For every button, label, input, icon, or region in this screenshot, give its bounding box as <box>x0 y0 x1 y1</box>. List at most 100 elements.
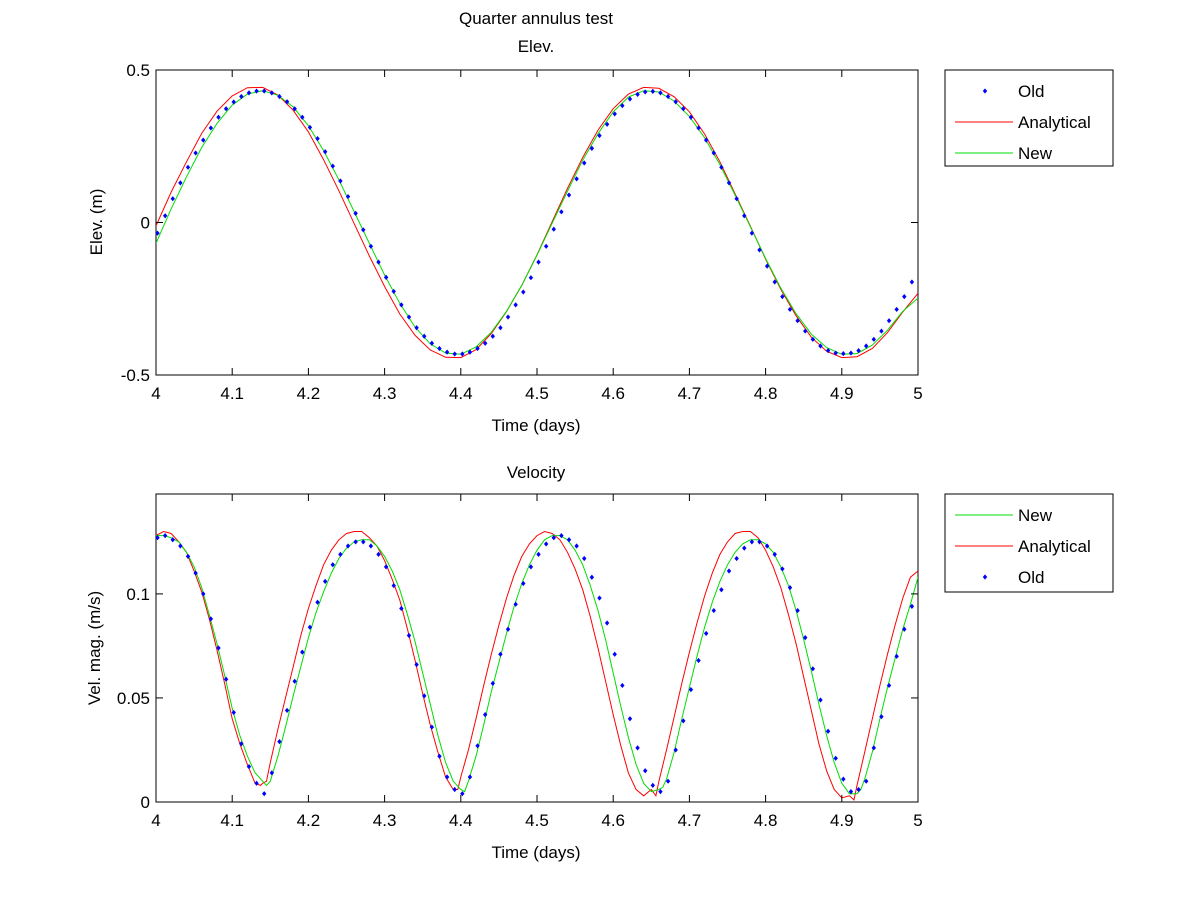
velocity-series-old-point <box>170 537 175 543</box>
elevation-series-old-point <box>658 90 663 96</box>
velocity-series-old-point <box>429 724 435 730</box>
velocity-series-old-point <box>742 545 747 551</box>
velocity-series-old-point <box>658 788 663 795</box>
velocity-series-old-point <box>772 551 777 557</box>
elevation-series-old-point <box>437 345 442 352</box>
velocity-series-old-point <box>711 607 716 614</box>
velocity-series-old-point <box>551 535 556 541</box>
velocity-series-old-point <box>803 634 808 641</box>
elevation-series-old-point <box>277 93 282 100</box>
elevation-series-old-point <box>361 227 366 233</box>
elevation-series-old-point <box>254 88 259 94</box>
velocity-series-old-point <box>833 755 838 761</box>
velocity-series-old-point <box>399 605 404 612</box>
elevation-legend-analytical-label: Analytical <box>1018 113 1091 132</box>
velocity-series-old-point <box>795 607 800 614</box>
elevation-series-old-point <box>482 340 488 346</box>
elevation-series-old-point <box>269 90 275 96</box>
velocity-series-old-point <box>467 774 473 780</box>
velocity-series-old-point <box>604 620 610 626</box>
elevation-legend-new-label: New <box>1018 144 1053 163</box>
elevation-series-old-point <box>452 351 457 357</box>
elevation-series-old-point <box>521 289 526 295</box>
elevation-series-old-point <box>749 230 755 236</box>
velocity-series-old-point <box>688 687 694 693</box>
elevation-series-old-point <box>795 318 800 324</box>
elevation-series-old-point <box>589 145 595 151</box>
velocity-series-old-point <box>665 778 671 784</box>
elevation-ytick-label: 0.5 <box>126 61 150 80</box>
elevation-series-old-point <box>620 103 625 109</box>
velocity-series-old-point <box>818 697 823 703</box>
velocity-series-old-point <box>635 745 640 751</box>
elevation-series-old-point <box>208 125 214 131</box>
elevation-series-old-point <box>383 274 389 280</box>
velocity-series-old-point <box>391 582 396 589</box>
elevation-series-old-point <box>582 160 587 166</box>
velocity-series-old-point <box>216 645 221 651</box>
velocity-series-old-point <box>673 747 678 753</box>
velocity-series-old-point <box>178 543 183 549</box>
elevation-series-old-point <box>696 125 701 131</box>
elevation-xtick-label: 4.6 <box>601 384 625 403</box>
elevation-xtick-label: 4.9 <box>830 384 854 403</box>
velocity-series-old-point <box>856 786 861 793</box>
elevation-series-old-point <box>719 164 724 170</box>
velocity-series-old-point <box>574 543 579 549</box>
velocity-series-old-point <box>703 630 709 637</box>
elevation-legend: Old Analytical New <box>944 69 1114 167</box>
velocity-series-old-point <box>353 539 358 545</box>
elevation-series-old-point <box>833 350 838 356</box>
elevation-series-old-point <box>688 114 694 120</box>
elevation-series-old-point <box>223 106 229 112</box>
elevation-series-old-point <box>345 193 351 200</box>
elevation-series-old-point <box>262 88 267 94</box>
velocity-series-old-point <box>254 780 259 786</box>
figure-suptitle: Quarter annulus test <box>459 9 613 28</box>
elevation-series-old-point <box>643 89 648 95</box>
velocity-series-old-point <box>208 616 214 622</box>
elevation-series-old-point <box>597 132 602 139</box>
velocity-ytick-label: 0 <box>141 793 150 812</box>
elevation-series-old-point <box>711 150 716 156</box>
velocity-series-old-point <box>223 676 229 682</box>
velocity-series-old-point <box>780 566 785 572</box>
velocity-series-old-point <box>719 587 724 593</box>
elevation-series-old-point <box>414 325 419 331</box>
elevation-series-old-point <box>513 302 518 308</box>
elevation-ticks: 4 4.1 4.2 4.3 4.4 4.5 4.6 4.7 4.8 4.9 5 -0.5 0 0.5 <box>121 61 923 403</box>
velocity-series-analytical-line <box>156 530 918 801</box>
elevation-series-old-point <box>330 163 335 169</box>
velocity-series-old-point <box>879 714 884 720</box>
velocity-series-old-point <box>330 562 335 568</box>
elevation-xtick-label: 4.8 <box>754 384 778 403</box>
elevation-series-old-point <box>673 99 678 105</box>
elevation-series-old-point <box>909 279 915 285</box>
elevation-series-old-point <box>780 294 785 300</box>
elevation-series-old-point <box>825 348 831 354</box>
elevation-xtick-label: 5 <box>913 384 922 403</box>
elevation-series-old-point <box>894 306 899 313</box>
elevation-series-old-point <box>886 318 892 324</box>
velocity-series-old-point <box>513 601 518 607</box>
elevation-series-old-point <box>178 180 183 186</box>
elevation-series-old-point <box>703 137 709 143</box>
elevation-series-old-point <box>231 99 236 105</box>
velocity-xtick-label: 4.9 <box>830 811 854 830</box>
elevation-series-old-point <box>604 121 610 127</box>
velocity-series-old-point <box>315 599 320 605</box>
velocity-series-old-point <box>909 603 915 609</box>
elevation-series-old-point <box>551 226 556 232</box>
velocity-series-old-point <box>841 776 846 782</box>
velocity-xtick-label: 4.7 <box>678 811 702 830</box>
elevation-series-old-point <box>391 288 396 295</box>
elevation-series-old-point <box>162 213 168 219</box>
velocity-series-old-point <box>414 662 419 668</box>
elevation-xtick-label: 4.4 <box>449 384 473 403</box>
velocity-series-old-point <box>383 564 389 570</box>
velocity-series-old-point <box>422 693 427 699</box>
velocity-series-old-point <box>201 591 206 597</box>
elevation-series-old-point <box>902 294 907 300</box>
elevation-series-old-point <box>399 302 404 308</box>
velocity-series-old-point <box>650 782 656 788</box>
